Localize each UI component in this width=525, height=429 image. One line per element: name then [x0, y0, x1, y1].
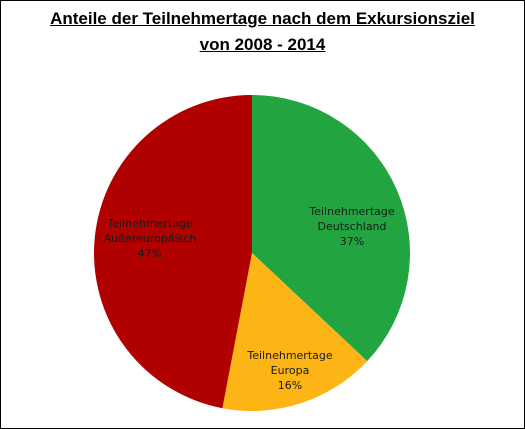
slice-label-2: Teilnehmertage Außereuropäisch 47%	[104, 217, 197, 260]
slice-value-label-2: 47%	[138, 247, 162, 260]
pie-slice-1	[222, 253, 368, 412]
slice-category-label-2: Teilnehmertage	[106, 217, 192, 230]
chart-subtitle: von 2008 - 2014	[199, 35, 326, 54]
slice-category-label-0: Teilnehmertage	[308, 205, 394, 218]
pie-slice-0	[252, 95, 411, 362]
slice-label-1: Teilnehmertage Europa 16%	[246, 349, 332, 392]
slice-category-label-1: Europa	[271, 364, 310, 377]
pie-slice-2	[94, 95, 252, 409]
chart-title: Anteile der Teilnehmertage nach dem Exku…	[50, 9, 475, 28]
slice-category-label-1: Teilnehmertage	[246, 349, 332, 362]
slice-value-label-1: 16%	[278, 379, 302, 392]
slice-value-label-0: 37%	[340, 235, 364, 248]
slice-label-0: Teilnehmertage Deutschland 37%	[308, 205, 394, 248]
slice-category-label-2: Außereuropäisch	[104, 232, 197, 245]
slice-category-label-0: Deutschland	[317, 220, 386, 233]
